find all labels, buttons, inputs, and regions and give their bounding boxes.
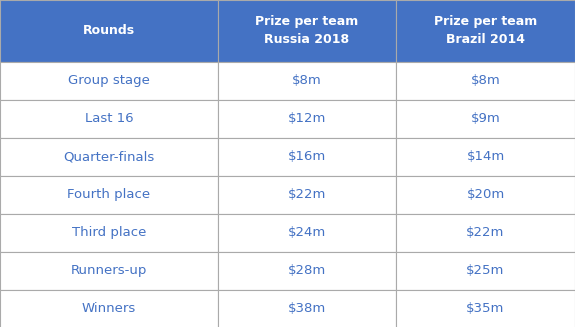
Bar	[396, 176, 575, 214]
Text: $16m: $16m	[288, 150, 326, 163]
Bar	[218, 137, 396, 176]
Bar	[218, 99, 396, 137]
Text: $8m: $8m	[292, 74, 322, 87]
Text: Winners: Winners	[82, 302, 136, 315]
Text: $12m: $12m	[288, 112, 326, 125]
Bar	[0, 137, 218, 176]
Bar	[396, 289, 575, 327]
Bar	[0, 176, 218, 214]
Bar	[218, 289, 396, 327]
Bar	[218, 251, 396, 289]
Bar	[0, 289, 218, 327]
Text: Group stage: Group stage	[68, 74, 150, 87]
Text: Prize per team
Russia 2018: Prize per team Russia 2018	[255, 15, 359, 46]
Bar	[396, 99, 575, 137]
Text: $25m: $25m	[466, 264, 505, 277]
Text: $22m: $22m	[288, 188, 326, 201]
Bar	[396, 251, 575, 289]
Text: Prize per team
Brazil 2014: Prize per team Brazil 2014	[434, 15, 537, 46]
Bar	[0, 0, 218, 61]
Text: $20m: $20m	[466, 188, 505, 201]
Bar	[218, 176, 396, 214]
Bar	[218, 61, 396, 99]
Text: $8m: $8m	[470, 74, 500, 87]
Bar	[396, 0, 575, 61]
Text: $35m: $35m	[466, 302, 505, 315]
Bar	[0, 214, 218, 251]
Text: Last 16: Last 16	[85, 112, 133, 125]
Text: $24m: $24m	[288, 226, 326, 239]
Text: Rounds: Rounds	[83, 24, 135, 37]
Text: $28m: $28m	[288, 264, 326, 277]
Bar	[218, 0, 396, 61]
Text: Fourth place: Fourth place	[67, 188, 151, 201]
Bar	[0, 61, 218, 99]
Bar	[396, 214, 575, 251]
Text: $9m: $9m	[470, 112, 500, 125]
Text: Third place: Third place	[72, 226, 146, 239]
Bar	[0, 99, 218, 137]
Text: Quarter-finals: Quarter-finals	[63, 150, 155, 163]
Text: $22m: $22m	[466, 226, 505, 239]
Text: $38m: $38m	[288, 302, 326, 315]
Text: Runners-up: Runners-up	[71, 264, 147, 277]
Bar	[0, 251, 218, 289]
Bar	[218, 214, 396, 251]
Bar	[396, 137, 575, 176]
Bar	[396, 61, 575, 99]
Text: $14m: $14m	[466, 150, 505, 163]
